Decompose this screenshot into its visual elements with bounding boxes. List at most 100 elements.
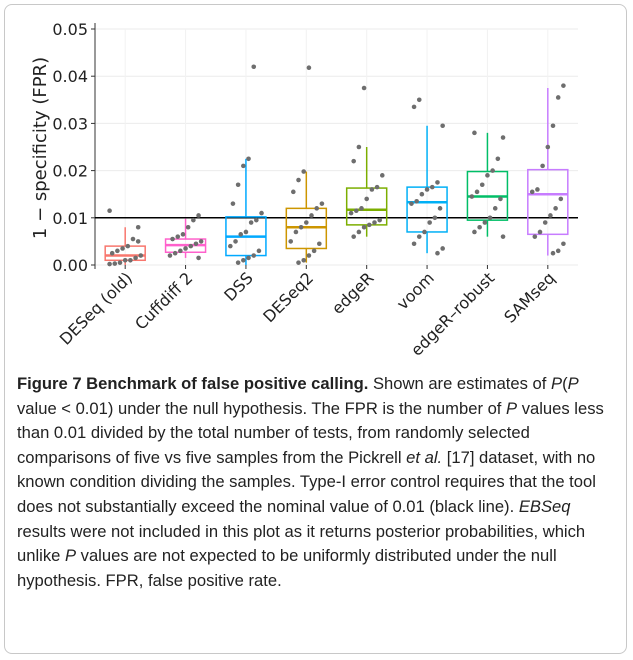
data-point [135,239,141,244]
data-point [128,257,133,263]
data-point [170,236,175,242]
data-point [377,217,382,223]
data-point [500,234,506,239]
data-point [296,260,301,265]
data-point [364,196,369,202]
data-point [228,243,233,249]
data-point [372,220,377,225]
data-point [548,213,553,218]
data-point [351,158,356,164]
data-point [479,182,485,188]
data-point [319,201,325,206]
data-point [561,241,566,247]
data-point [416,97,422,103]
x-tick-label: DESeq (old) [56,268,136,348]
data-point [555,95,561,100]
chart: 1 − specificity (FPR) 0.00 0.01 0.02 0.03 0.… [30,20,578,360]
data-point [259,210,264,216]
data-point [120,246,125,251]
box [406,186,448,233]
data-point [555,248,561,254]
caption-text: P [64,546,77,566]
x-tick-label: DESeq2 [259,268,317,326]
data-point [374,184,380,190]
x-tick-label: SAMseq [500,268,558,326]
data-point [309,213,314,218]
box [345,187,388,226]
data-point [167,253,173,258]
caption-text: value < 0.01) under the null hypothesis.… [17,398,507,418]
data-point [490,168,495,173]
x-tick-label: Cuffdiff 2 [131,268,196,333]
data-point [485,173,490,178]
data-point [185,224,191,230]
data-point [498,196,503,202]
data-point [311,248,317,254]
caption-title: Benchmark of false positive calling. [86,374,369,393]
data-point [235,182,241,188]
data-point [230,201,236,206]
data-point [348,210,354,216]
data-point [304,220,309,225]
data-point [112,261,118,266]
x-tick-label: voom [393,268,438,313]
data-point [550,123,556,129]
data-point [196,255,201,261]
data-point [233,239,238,244]
data-point [435,250,440,256]
data-point [248,220,254,225]
data-point [254,217,259,223]
data-point [495,156,501,162]
data-point [175,234,181,239]
data-point [314,206,320,211]
data-point [288,239,294,244]
data-point [246,156,251,162]
y-tick-label: 0.03 [52,114,88,133]
data-point [115,248,120,254]
data-point [542,220,548,225]
data-point [487,215,493,221]
data-point [472,229,477,235]
data-point [298,224,304,230]
data-point [440,246,445,251]
data-point [361,85,367,91]
data-point [540,163,545,169]
data-point [379,173,385,178]
data-point [107,208,112,214]
x-tick-label: DSS [220,268,257,305]
data-point [180,232,186,237]
data-point [130,236,136,242]
data-point [172,250,178,256]
caption-label: Figure 7 [17,374,82,393]
data-point [492,206,498,211]
data-point [537,229,543,235]
data-point [188,243,194,249]
data-point [440,123,445,129]
caption-text: EBSeq [518,496,571,516]
data-point [432,215,438,221]
caption-text: [17] dataset, with no known condition di… [17,447,596,516]
data-point [107,261,112,267]
data-point [482,220,488,225]
y-axis-title: 1 − specificity (FPR) [30,57,51,239]
data-point [353,208,359,214]
data-point [301,257,307,263]
data-point [474,189,480,195]
y-tick-label: 0.05 [52,20,88,39]
data-point [435,180,440,185]
data-point [125,243,131,249]
data-point [178,248,183,254]
data-point [256,248,262,254]
data-point [246,255,251,261]
data-point [411,241,417,247]
data-point [545,144,551,150]
data-point [196,213,201,218]
x-tick-label: edgeR [328,268,378,318]
data-point [133,255,138,261]
data-point [427,220,432,225]
data-point [193,241,199,247]
data-point [409,201,414,206]
data-point [306,65,312,71]
data-point [561,83,566,88]
data-point [532,234,538,239]
